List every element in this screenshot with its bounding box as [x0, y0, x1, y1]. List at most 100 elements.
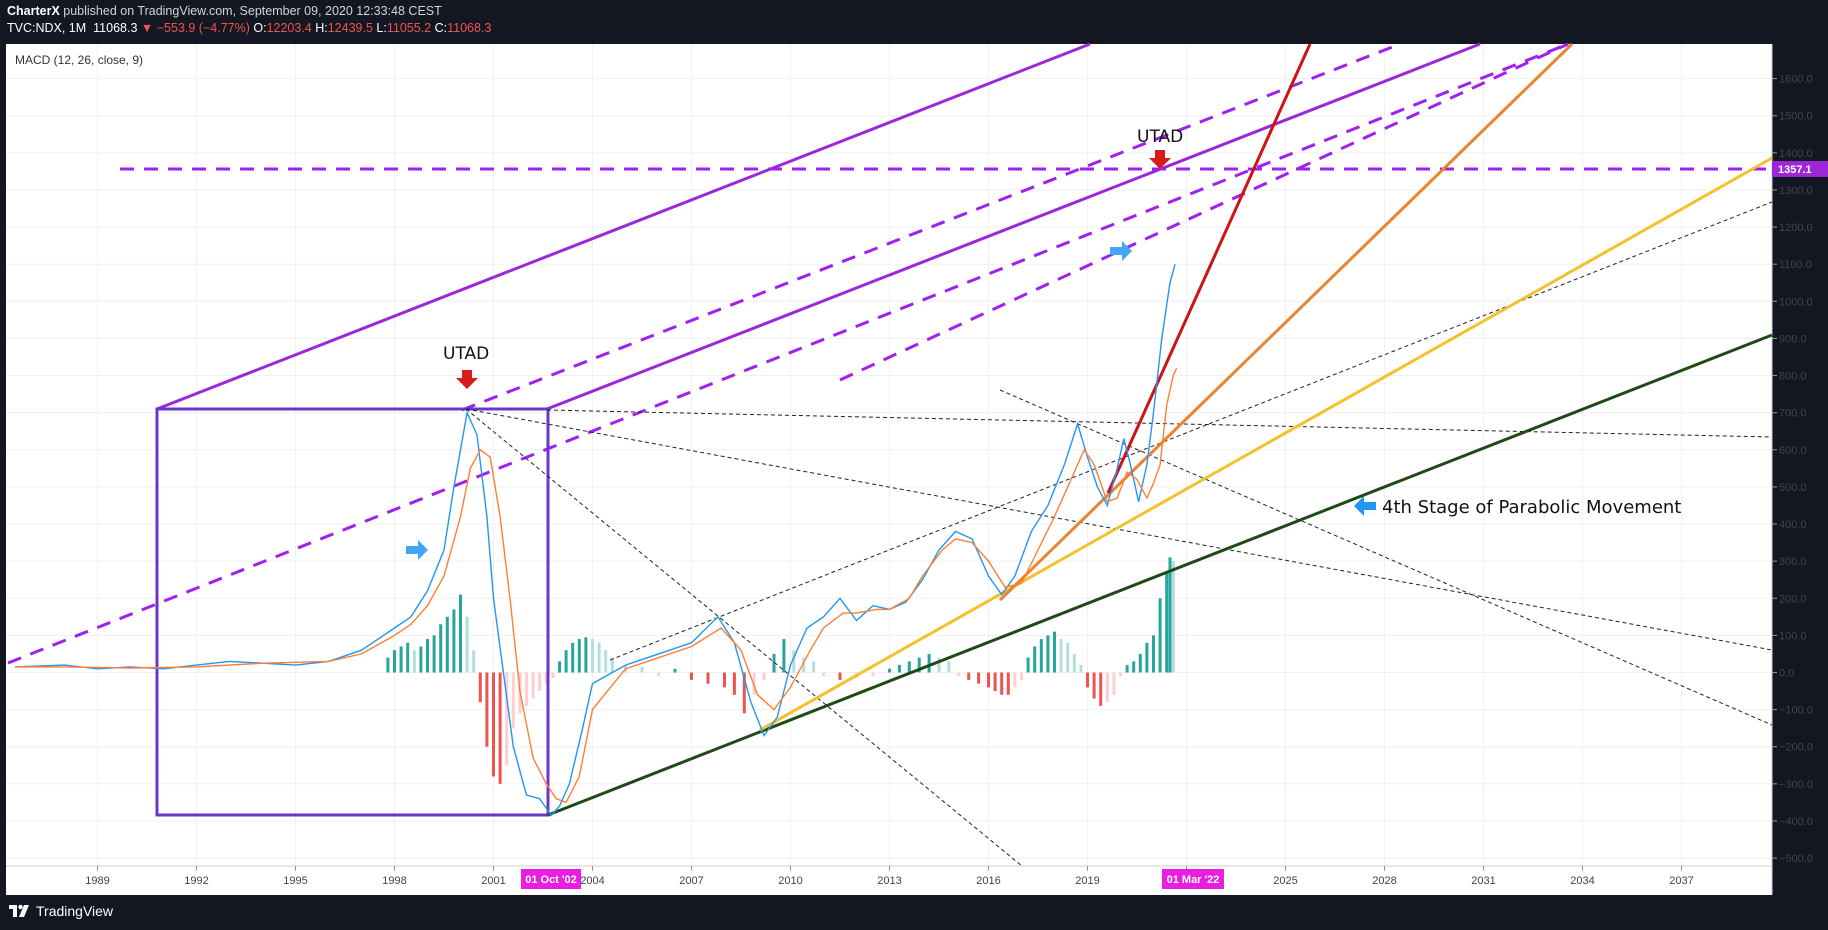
histogram-bar	[1020, 672, 1023, 680]
histogram-bar	[1053, 631, 1056, 673]
histogram-bar	[690, 672, 693, 680]
x-tick-label: 2034	[1570, 875, 1594, 887]
histogram-bar	[1145, 642, 1149, 673]
histogram-bar	[1099, 672, 1103, 706]
histogram-bar	[1013, 672, 1017, 688]
low-label: L:	[376, 21, 387, 35]
author-name[interactable]: CharterX	[7, 4, 60, 18]
histogram-bar	[571, 642, 575, 673]
histogram-bar	[419, 646, 423, 673]
histogram-bar	[426, 639, 429, 673]
histogram-bar	[432, 635, 436, 673]
date-marker-badge	[521, 869, 581, 889]
histogram-bar	[511, 672, 515, 729]
y-tick-label: 1100.0	[1779, 259, 1812, 271]
indicator-title[interactable]: MACD (12, 26, close, 9)	[15, 53, 143, 67]
histogram-bar	[1046, 635, 1050, 673]
histogram-bar	[723, 672, 726, 688]
histogram-bar	[610, 657, 614, 673]
histogram-bar	[1152, 635, 1155, 673]
dotted-trend-down-2	[465, 408, 1773, 651]
close-label: C:	[434, 21, 448, 35]
histogram-bar	[452, 609, 456, 673]
histogram-bar	[1072, 653, 1076, 673]
y-tick-label: 0.0	[1779, 668, 1794, 680]
open-value: 12203.4	[266, 21, 312, 35]
y-tick-label: 500.0	[1779, 482, 1807, 494]
histogram-bar	[1168, 557, 1172, 673]
histogram-bar	[762, 672, 766, 680]
histogram-bar	[1033, 646, 1037, 673]
histogram-bar	[987, 672, 990, 688]
y-tick-label: −500.0	[1779, 853, 1813, 865]
date-marker-label: 01 Mar '22	[1167, 874, 1220, 886]
high-label: H:	[315, 21, 328, 35]
histogram-bar	[888, 668, 891, 673]
down-arrow-icon: ▼	[140, 21, 154, 35]
y-tick-label: −200.0	[1779, 742, 1813, 754]
x-tick-label: 1995	[283, 875, 307, 887]
symbol-line: TVC:NDX, 1M 11068.3 ▼ −553.9 (−4.77%) O:…	[7, 21, 491, 35]
open-label: O:	[253, 21, 267, 35]
annotations: UTAD UTAD 4th Stage of Parabolic Movement	[406, 127, 1681, 560]
utad-label-2000: UTAD	[443, 344, 489, 364]
tradingview-logo[interactable]: TradingView	[8, 903, 113, 919]
histogram-bar	[1138, 653, 1142, 673]
yellow-trend-line	[759, 156, 1773, 732]
high-value: 12439.5	[327, 21, 373, 35]
histogram-bar	[531, 672, 535, 699]
x-tick-label: 2037	[1669, 875, 1693, 887]
histogram-bar	[772, 653, 776, 673]
blue-right-arrow-icon	[1110, 241, 1132, 261]
histogram-bar	[472, 650, 476, 673]
channel-dashed-mid	[839, 42, 1569, 382]
utad-label-2021: UTAD	[1137, 127, 1183, 147]
macd-series	[14, 264, 1178, 817]
histogram-bar	[1000, 672, 1004, 695]
histogram-bar	[1092, 672, 1096, 699]
histogram-bar	[492, 672, 495, 777]
histogram-bar	[478, 672, 482, 703]
histogram-bar	[1086, 672, 1089, 688]
histogram-bar	[1006, 672, 1010, 695]
histogram-bar	[525, 672, 528, 706]
histogram-bar	[897, 665, 901, 673]
histogram-bar	[1079, 665, 1083, 673]
histogram-bar	[386, 657, 390, 673]
histogram-bar	[412, 650, 416, 673]
y-tick-label: 1600.0	[1779, 74, 1813, 86]
blue-right-arrow-icon	[406, 540, 428, 560]
histogram-bar	[393, 650, 396, 673]
histogram-bar	[947, 661, 951, 673]
histogram-bar	[967, 672, 971, 680]
histogram-bar	[1165, 572, 1169, 673]
histogram-bar	[871, 672, 875, 677]
y-tick-label: 900.0	[1779, 333, 1807, 345]
y-tick-label: 1000.0	[1779, 296, 1813, 308]
tradingview-brand: TradingView	[36, 903, 114, 919]
parabolic-stage-label: 4th Stage of Parabolic Movement	[1382, 497, 1681, 518]
date-marker-label: 01 Oct '02	[525, 874, 577, 886]
y-tick-label: 600.0	[1779, 445, 1807, 457]
histogram-bar	[792, 650, 796, 673]
histogram-bar	[584, 637, 588, 673]
blue-left-arrow-icon	[1354, 496, 1376, 516]
tradingview-logo-icon	[9, 904, 29, 917]
histogram-bar	[597, 642, 601, 673]
histogram-bar	[657, 672, 660, 677]
price-change: −553.9 (−4.77%)	[156, 21, 250, 35]
dotted-trend-down-3	[546, 409, 1773, 438]
last-price: 11068.3	[93, 21, 138, 35]
y-tick-label: 400.0	[1779, 519, 1807, 531]
dotted-trend-down-1	[465, 408, 1023, 867]
histogram-bar	[551, 672, 555, 679]
x-tick-label: 2028	[1372, 875, 1396, 887]
histogram-bar	[802, 657, 806, 673]
footer-bar	[0, 895, 1828, 930]
y-tick-label: 1300.0	[1779, 185, 1813, 197]
price-axis[interactable]: 1600.0 1500.0 1400.0 1300.0 1200.0 1100.0 1000…	[1772, 74, 1813, 866]
date-marker-badge	[1162, 869, 1224, 889]
histogram-bar	[937, 657, 941, 673]
x-tick-label: 2001	[481, 875, 505, 887]
